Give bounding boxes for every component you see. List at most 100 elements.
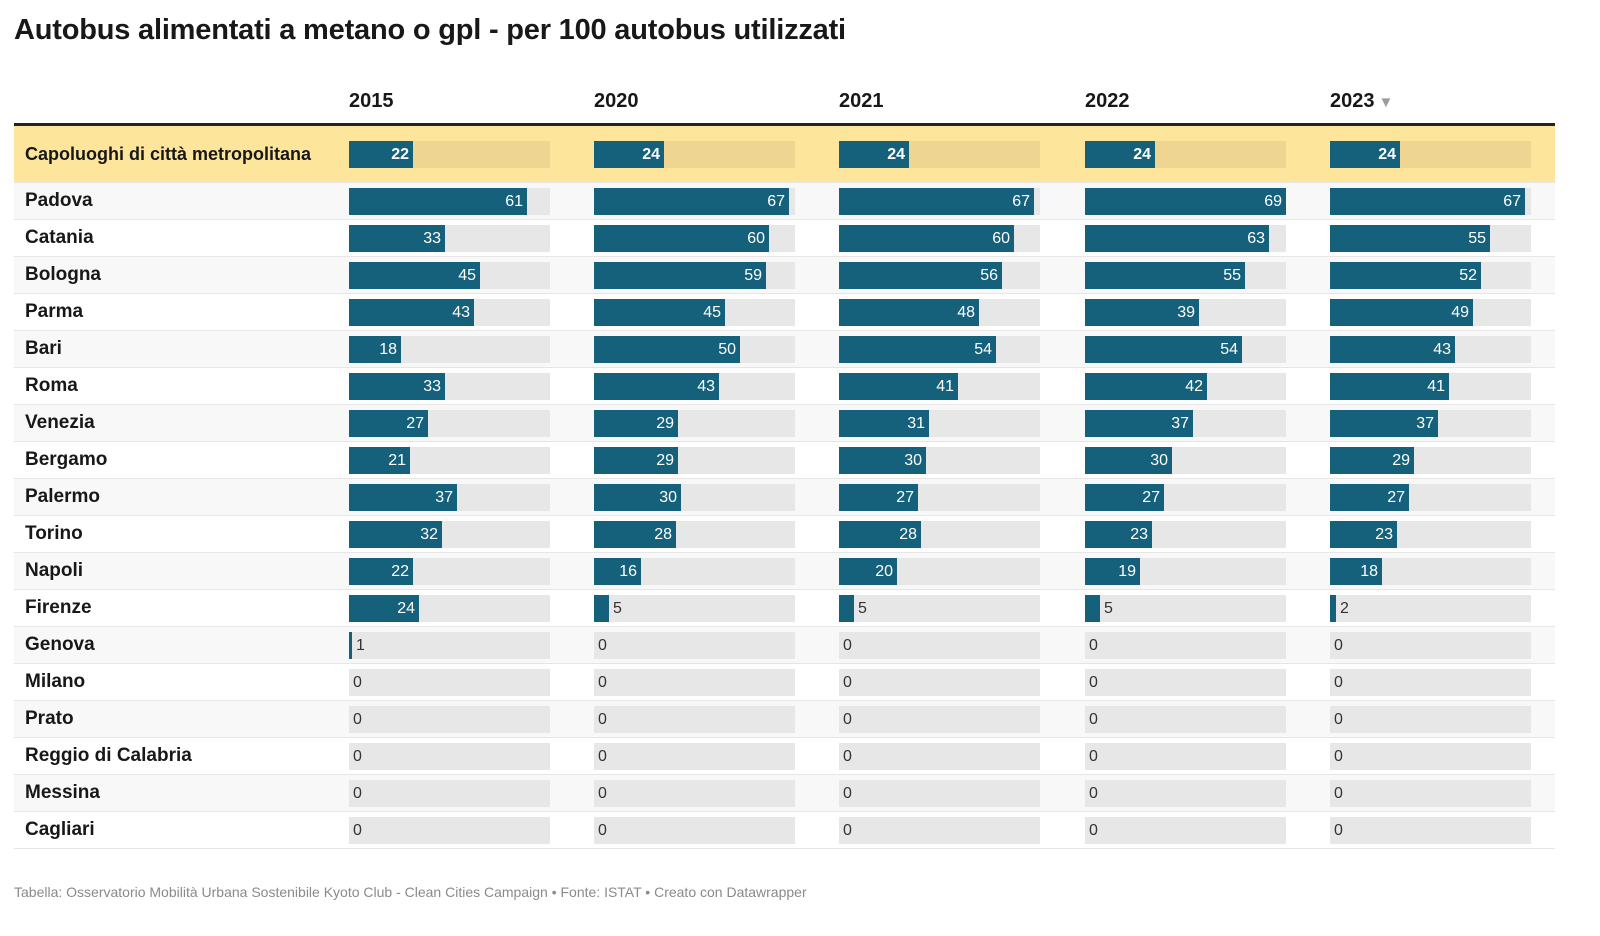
row-label: Genova bbox=[25, 634, 95, 655]
table-row: Catania 33 60 60 63 55 bbox=[14, 219, 1555, 257]
bar-cell: 16 bbox=[573, 553, 818, 590]
bar-2022 bbox=[1085, 335, 1242, 363]
bar-value-label: 43 bbox=[697, 377, 715, 395]
bar-track: 0 bbox=[839, 631, 1040, 659]
table-row: Roma 33 43 41 42 41 bbox=[14, 367, 1555, 405]
column-header-label: 2021 bbox=[839, 90, 884, 112]
row-label: Bologna bbox=[25, 264, 101, 285]
bar-track: 28 bbox=[839, 520, 1040, 548]
bar-cell: 0 bbox=[1064, 627, 1309, 664]
bar-cell: 42 bbox=[1064, 368, 1309, 405]
bar-2021 bbox=[839, 446, 926, 474]
bar-value-label: 28 bbox=[654, 525, 672, 543]
bar-track: 0 bbox=[1085, 742, 1286, 770]
bar-cell: 67 bbox=[818, 183, 1064, 220]
bar-value-label: 27 bbox=[896, 488, 914, 506]
bar-track: 0 bbox=[839, 816, 1040, 844]
bar-value-label: 24 bbox=[1133, 145, 1151, 163]
bar-track: 55 bbox=[1085, 261, 1286, 289]
row-label: Prato bbox=[25, 708, 74, 729]
bar-track: 0 bbox=[594, 668, 795, 696]
bar-cell: 59 bbox=[573, 257, 818, 294]
bar-2020 bbox=[594, 409, 678, 437]
column-header-label: 2020 bbox=[594, 90, 639, 112]
header-name-column[interactable] bbox=[14, 80, 328, 126]
sort-descending-icon[interactable]: ▼ bbox=[1378, 94, 1394, 111]
column-header-label: 2022 bbox=[1085, 90, 1130, 112]
bar-cell: 20 bbox=[818, 553, 1064, 590]
bar-2021 bbox=[839, 483, 918, 511]
bar-cell: 63 bbox=[1064, 220, 1309, 257]
bar-2022 bbox=[1085, 140, 1155, 168]
bar-value-label: 67 bbox=[767, 192, 785, 210]
column-header-2020[interactable]: 2020 bbox=[573, 80, 818, 126]
bar-2023 bbox=[1330, 520, 1397, 548]
table-row: Messina 0 0 0 0 0 bbox=[14, 774, 1555, 812]
bar-track: 33 bbox=[349, 224, 550, 252]
bar-value-label: 42 bbox=[1185, 377, 1203, 395]
row-label: Reggio di Calabria bbox=[25, 745, 192, 766]
bar-value-label: 29 bbox=[656, 414, 674, 432]
bar-value-label: 0 bbox=[1089, 710, 1098, 728]
bar-cell: 33 bbox=[328, 220, 573, 257]
bar-value-label: 27 bbox=[1142, 488, 1160, 506]
bar-track: 32 bbox=[349, 520, 550, 548]
bar-2020 bbox=[594, 483, 681, 511]
bar-value-label: 5 bbox=[1104, 599, 1113, 617]
bar-value-label: 24 bbox=[642, 145, 660, 163]
bar-value-label: 0 bbox=[598, 710, 607, 728]
table-row: Reggio di Calabria 0 0 0 0 0 bbox=[14, 737, 1555, 775]
bar-cell: 67 bbox=[573, 183, 818, 220]
bar-track: 33 bbox=[349, 372, 550, 400]
bar-cell: 43 bbox=[328, 294, 573, 331]
bar-2015 bbox=[349, 187, 527, 215]
bar-2023 bbox=[1330, 372, 1449, 400]
bar-2022 bbox=[1085, 261, 1245, 289]
bar-track: 0 bbox=[1085, 779, 1286, 807]
bar-track: 0 bbox=[349, 668, 550, 696]
bar-cell: 54 bbox=[1064, 331, 1309, 368]
bar-track: 24 bbox=[1330, 140, 1531, 168]
bar-2021 bbox=[839, 594, 854, 622]
bar-track: 24 bbox=[839, 140, 1040, 168]
column-header-2021[interactable]: 2021 bbox=[818, 80, 1064, 126]
bar-value-label: 0 bbox=[598, 673, 607, 691]
bar-track: 0 bbox=[349, 705, 550, 733]
bar-track: 37 bbox=[1085, 409, 1286, 437]
bar-cell: 69 bbox=[1064, 183, 1309, 220]
bar-cell: 18 bbox=[1309, 553, 1555, 590]
bar-cell: 24 bbox=[1064, 125, 1309, 183]
bar-cell: 0 bbox=[573, 738, 818, 775]
bar-2023 bbox=[1330, 594, 1336, 622]
bar-2015 bbox=[349, 261, 480, 289]
column-header-2023[interactable]: 2023 ▼ bbox=[1309, 80, 1555, 126]
bar-track: 48 bbox=[839, 298, 1040, 326]
bar-value-label: 32 bbox=[420, 525, 438, 543]
bar-2023 bbox=[1330, 335, 1455, 363]
column-header-2022[interactable]: 2022 bbox=[1064, 80, 1309, 126]
bar-value-label: 0 bbox=[1089, 636, 1098, 654]
bar-track: 24 bbox=[349, 594, 550, 622]
bar-2021 bbox=[839, 298, 979, 326]
bar-2015 bbox=[349, 557, 413, 585]
bar-cell: 31 bbox=[818, 405, 1064, 442]
bar-value-label: 0 bbox=[1089, 747, 1098, 765]
bar-track: 0 bbox=[594, 705, 795, 733]
bar-cell: 0 bbox=[1309, 664, 1555, 701]
bar-cell: 0 bbox=[328, 701, 573, 738]
bar-track: 24 bbox=[1085, 140, 1286, 168]
bar-track: 1 bbox=[349, 631, 550, 659]
bar-track: 60 bbox=[594, 224, 795, 252]
bar-cell: 0 bbox=[1064, 701, 1309, 738]
column-header-2015[interactable]: 2015 bbox=[328, 80, 573, 126]
bar-cell: 24 bbox=[818, 125, 1064, 183]
bar-2023 bbox=[1330, 557, 1382, 585]
row-label: Venezia bbox=[25, 412, 95, 433]
bar-value-label: 5 bbox=[858, 599, 867, 617]
bar-cell: 27 bbox=[1309, 479, 1555, 516]
bar-value-label: 45 bbox=[458, 266, 476, 284]
bar-2020 bbox=[594, 372, 719, 400]
bar-value-label: 16 bbox=[619, 562, 637, 580]
bar-cell: 50 bbox=[573, 331, 818, 368]
bar-value-label: 29 bbox=[656, 451, 674, 469]
